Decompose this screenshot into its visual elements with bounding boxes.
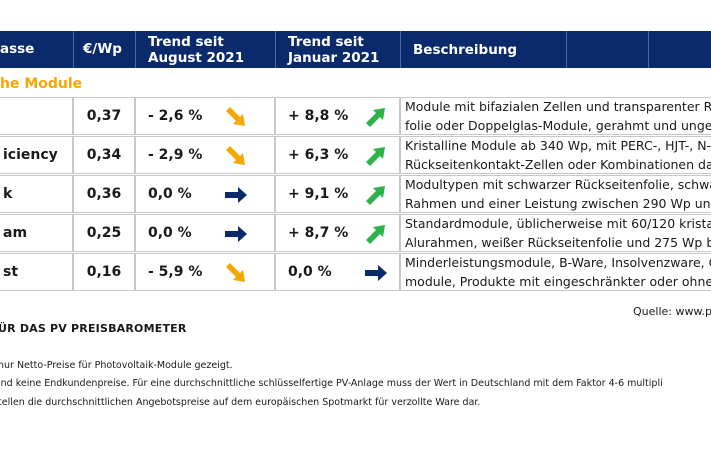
price-cell: 0,36 (73, 175, 135, 213)
price-cell: 0,34 (73, 136, 135, 174)
price-cell: 0,37 (73, 97, 135, 135)
trend-down-arrow-icon (224, 262, 248, 284)
header-divider (135, 31, 136, 68)
price-cell: 0,16 (73, 253, 135, 291)
trend-jan-cell: + 8,7 % (275, 214, 400, 252)
footnote-1: nur Netto-Preise für Photovoltaik-Module… (0, 360, 233, 371)
description-cell: Module mit bifazialen Zellen und transpa… (400, 97, 711, 135)
source-note: Quelle: www.pv (633, 305, 711, 318)
trend-aug-cell: - 2,6 % (135, 97, 275, 135)
header-divider (566, 31, 567, 68)
trend-aug-cell-text: - 2,9 % (148, 147, 203, 163)
trend-down-arrow-icon (224, 145, 248, 167)
price-cell-text: 0,16 (86, 264, 122, 280)
module-class-cell: am (0, 214, 73, 252)
trend-jan-cell: + 8,8 % (275, 97, 400, 135)
trend-jan-cell: + 9,1 % (275, 175, 400, 213)
trend-jan-cell-text: + 8,7 % (288, 225, 349, 241)
module-class-cell-text: am (3, 225, 28, 241)
table-row: am 0,25 0,0 % + 8,7 % Standardmodule, üblich… (0, 214, 711, 252)
module-class-cell: st (0, 253, 73, 291)
description-cell: Kristalline Module ab 340 Wp, mit PERC-,… (400, 136, 711, 174)
table-header: asse €/Wp Trend seit August 2021 Trend s… (0, 31, 711, 68)
trend-aug-cell-text: 0,0 % (148, 186, 192, 202)
trend-jan-cell: + 6,3 % (275, 136, 400, 174)
module-class-cell (0, 97, 73, 135)
trend-jan-cell-text: + 6,3 % (288, 147, 349, 163)
table-row: 0,37 - 2,6 % + 8,8 % Module mit bifazialen … (0, 97, 711, 135)
description-line: module, Produkte mit eingeschränkter ode… (405, 274, 711, 289)
price-cell-text: 0,25 (86, 225, 122, 241)
trend-up-arrow-icon (364, 223, 388, 245)
module-class-cell-text: st (3, 264, 19, 280)
trend-down-arrow-icon (224, 106, 248, 128)
header-divider (400, 31, 401, 68)
description-line: Alurahmen, weißer Rückseitenfolie und 27… (405, 235, 711, 250)
trend-aug-cell-text: - 5,9 % (148, 264, 203, 280)
trend-aug-cell: - 5,9 % (135, 253, 275, 291)
table-row: st 0,16 - 5,9 % 0,0 % Minderleistungsmodule,… (0, 253, 711, 291)
trend-up-arrow-icon (364, 184, 388, 206)
module-class-cell-text: k (3, 186, 13, 202)
description-cell: Modultypen mit schwarzer Rückseitenfolie… (400, 175, 711, 213)
description-line: Standardmodule, üblicherweise mit 60/120… (405, 216, 711, 231)
description-line: Minderleistungsmodule, B-Ware, Insolvenz… (405, 255, 711, 270)
header-trend-aug: Trend seit August 2021 (148, 34, 244, 66)
trend-aug-cell: 0,0 % (135, 175, 275, 213)
table-row: iciency 0,34 - 2,9 % + 6,3 % Kristalline Mod… (0, 136, 711, 174)
price-cell-text: 0,37 (86, 108, 122, 124)
header-trend-jan: Trend seit Januar 2021 (288, 34, 379, 66)
description-cell: Standardmodule, üblicherweise mit 60/120… (400, 214, 711, 252)
module-class-cell: iciency (0, 136, 73, 174)
trend-aug-cell: - 2,9 % (135, 136, 275, 174)
description-line: Rückseitenkontakt-Zellen oder Kombinatio… (405, 157, 711, 172)
trend-jan-cell: 0,0 % (275, 253, 400, 291)
header-divider (648, 31, 649, 68)
trend-aug-cell: 0,0 % (135, 214, 275, 252)
header-description: Beschreibung (413, 42, 518, 58)
trend-up-arrow-icon (364, 106, 388, 128)
header-divider (275, 31, 276, 68)
footnote-2: ind keine Endkundenpreise. Für eine durc… (0, 378, 663, 389)
trend-jan-cell-text: 0,0 % (288, 264, 332, 280)
header-trend-jan-line2: Januar 2021 (288, 50, 380, 66)
description-line: Modultypen mit schwarzer Rückseitenfolie… (405, 177, 711, 192)
section-title: he Module (0, 76, 83, 92)
description-line: folie oder Doppelglas-Module, gerahmt un… (405, 118, 711, 133)
trend-flat-arrow-icon (224, 223, 248, 245)
price-cell-text: 0,36 (86, 186, 122, 202)
footnote-3: tellen die durchschnittlichen Angebotspr… (0, 397, 481, 408)
trend-up-arrow-icon (364, 145, 388, 167)
header-price: €/Wp (83, 41, 122, 57)
header-class: asse (0, 41, 35, 57)
module-class-cell: k (0, 175, 73, 213)
description-cell: Minderleistungsmodule, B-Ware, Insolvenz… (400, 253, 711, 291)
price-cell: 0,25 (73, 214, 135, 252)
trend-aug-cell-text: - 2,6 % (148, 108, 203, 124)
header-divider (73, 31, 74, 68)
trend-jan-cell-text: + 8,8 % (288, 108, 349, 124)
description-line: Module mit bifazialen Zellen und transpa… (405, 99, 711, 114)
trend-flat-arrow-icon (224, 184, 248, 206)
trend-aug-cell-text: 0,0 % (148, 225, 192, 241)
description-line: Rahmen und einer Leistung zwischen 290 W… (405, 196, 711, 211)
table-row: k 0,36 0,0 % + 9,1 % Modultypen mit schwarze… (0, 175, 711, 213)
header-trend-aug-line1: Trend seit (148, 34, 224, 50)
price-cell-text: 0,34 (86, 147, 122, 163)
header-trend-aug-line2: August 2021 (148, 50, 245, 66)
description-line: Kristalline Module ab 340 Wp, mit PERC-,… (405, 138, 711, 153)
footnote-title: ÜR DAS PV PREISBAROMETER (0, 322, 187, 335)
header-trend-jan-line1: Trend seit (288, 34, 364, 50)
trend-jan-cell-text: + 9,1 % (288, 186, 349, 202)
module-class-cell-text: iciency (3, 147, 58, 163)
trend-flat-arrow-icon (364, 262, 388, 284)
